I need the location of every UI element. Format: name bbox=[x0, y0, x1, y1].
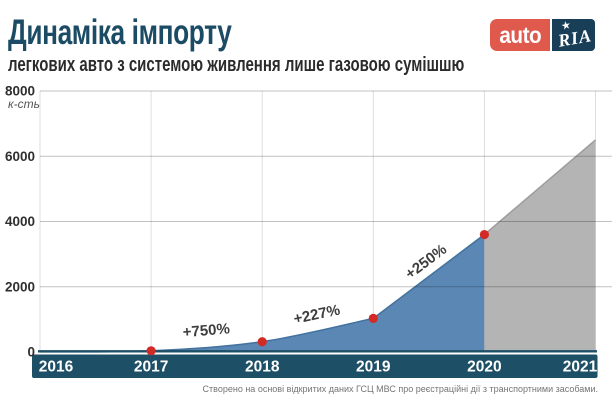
data-source-note: Створено на основі відкритих даних ГСЦ М… bbox=[202, 384, 598, 394]
x-axis-label-2016: 2016 bbox=[39, 359, 74, 376]
horizontal-gridlines bbox=[40, 90, 612, 288]
growth-annotation-2018: +750% bbox=[182, 320, 230, 341]
x-axis-label-2017: 2017 bbox=[134, 359, 168, 376]
data-point-2020 bbox=[479, 229, 489, 240]
page-subtitle: легкових авто з системою живлення лише г… bbox=[8, 54, 465, 76]
data-point-2019 bbox=[368, 313, 378, 323]
projection-area bbox=[484, 139, 596, 352]
ria-logo-text: RIA bbox=[556, 25, 594, 51]
y-axis-tick-4000: 4000 bbox=[5, 214, 35, 229]
y-axis-tick-0: 0 bbox=[27, 345, 35, 360]
data-point-2017 bbox=[146, 346, 156, 356]
y-axis-tick-2000: 2000 bbox=[5, 279, 35, 294]
y-axis-tick-8000: 8000 bbox=[5, 84, 35, 99]
x-axis: 2016 2017 2018 2019 2020 2021 bbox=[32, 350, 598, 378]
y-axis-unit-label: к-сть bbox=[8, 97, 40, 111]
x-axis-label-2018: 2018 bbox=[245, 359, 280, 376]
growth-annotation-2019: +227% bbox=[292, 301, 342, 327]
x-axis-label-2021: 2021 bbox=[563, 359, 598, 376]
data-point-2018 bbox=[257, 337, 267, 347]
auto-logo-box: auto bbox=[490, 19, 550, 51]
y-axis-tick-6000: 6000 bbox=[5, 149, 35, 164]
auto-logo-text: auto bbox=[499, 21, 541, 48]
x-axis-label-2020: 2020 bbox=[467, 359, 501, 376]
autoria-logo: auto ★ RIA bbox=[490, 19, 595, 51]
data-point-markers bbox=[146, 229, 489, 356]
page-title: Динаміка імпорту bbox=[8, 13, 232, 52]
projection-line bbox=[483, 139, 596, 236]
chart-header: Динаміка імпорту легкових авто з системо… bbox=[8, 13, 465, 77]
x-axis-band bbox=[32, 354, 598, 378]
x-axis-label-2019: 2019 bbox=[356, 359, 391, 376]
ria-logo-box: ★ RIA bbox=[552, 19, 595, 51]
